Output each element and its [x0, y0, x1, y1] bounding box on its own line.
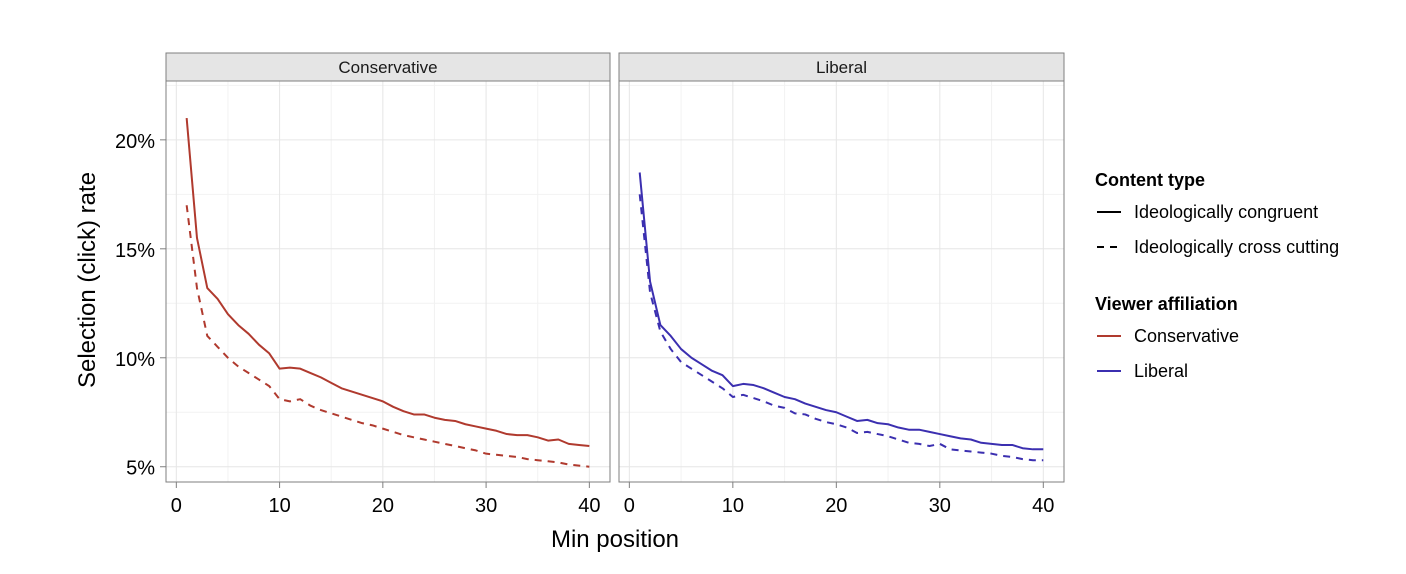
gridlines: [619, 81, 1064, 482]
y-tick-label: 15%: [115, 240, 155, 262]
series-line-cross-cutting: [185, 205, 590, 468]
x-tick-label: 30: [475, 495, 497, 517]
y-axis-title: Selection (click) rate: [74, 172, 101, 388]
panel-border: [618, 80, 1065, 483]
panel-conservative: Conservative 0 10 20 30 40: [165, 52, 611, 517]
gridlines: [166, 81, 610, 482]
legend-title: Viewer affiliation: [1095, 294, 1238, 314]
legend-group: Content type Ideologically congruent Ideol…: [1095, 170, 1339, 257]
series-line-congruent: [638, 172, 1044, 451]
facet-strip-label: Liberal: [816, 58, 867, 77]
x-tick-label: 10: [268, 495, 290, 517]
panel-border: [165, 80, 611, 483]
panels-layer: Conservative 0 10 20 30 40 Liberal 0 10 20 30 40: [165, 52, 1065, 517]
x-tick-label: 40: [1032, 495, 1054, 517]
facet-strip-label: Conservative: [338, 58, 437, 77]
y-axis: 5% 10% 15% 20%: [115, 131, 166, 480]
legend-label: Ideologically cross cutting: [1134, 237, 1339, 257]
x-tick-label: 20: [372, 495, 394, 517]
legend-label: Conservative: [1134, 326, 1239, 346]
x-tick-label: 30: [929, 495, 951, 517]
legend-label: Ideologically congruent: [1134, 202, 1318, 222]
y-tick-label: 20%: [115, 131, 155, 153]
facet-strip: [165, 52, 611, 82]
legend: Content type Ideologically congruent Ideol…: [1095, 170, 1339, 381]
x-tick-label: 0: [624, 495, 635, 517]
x-tick-label: 0: [171, 495, 182, 517]
panel-liberal: Liberal 0 10 20 30 40: [618, 52, 1065, 517]
x-tick-label: 10: [722, 495, 744, 517]
x-tick-label: 40: [578, 495, 600, 517]
legend-label: Liberal: [1134, 361, 1188, 381]
x-axis-title: Min position: [551, 526, 679, 553]
series-line-congruent: [185, 117, 590, 448]
y-tick-label: 10%: [115, 349, 155, 371]
legend-title: Content type: [1095, 170, 1205, 190]
series-line-cross-cutting: [638, 194, 1044, 462]
x-tick-label: 20: [825, 495, 847, 517]
y-tick-label: 5%: [126, 458, 155, 480]
legend-group: Viewer affiliation Conservative Liberal: [1095, 294, 1239, 381]
plot-background: [619, 81, 1064, 482]
plot-background: [166, 81, 610, 482]
